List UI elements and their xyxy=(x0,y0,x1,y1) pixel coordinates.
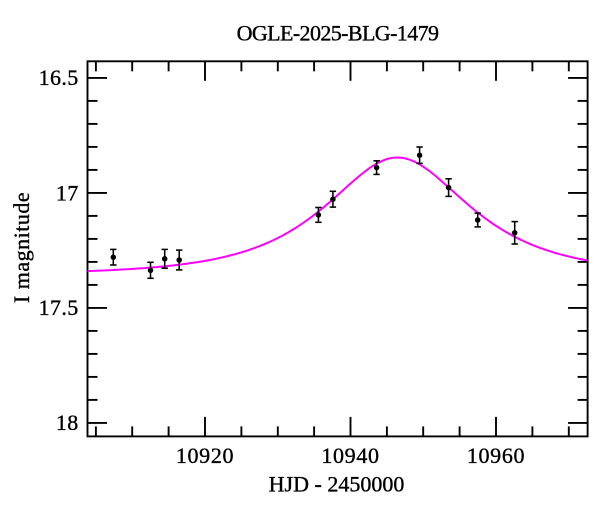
svg-text:10960: 10960 xyxy=(467,443,525,468)
svg-text:HJD - 2450000: HJD - 2450000 xyxy=(269,472,405,497)
svg-text:17: 17 xyxy=(56,180,79,205)
svg-text:OGLE-2025-BLG-1479: OGLE-2025-BLG-1479 xyxy=(237,21,439,46)
svg-text:I magnitude: I magnitude xyxy=(9,192,34,303)
svg-text:10940: 10940 xyxy=(321,443,379,468)
svg-text:17.5: 17.5 xyxy=(39,295,79,320)
svg-text:10920: 10920 xyxy=(176,443,234,468)
svg-text:16.5: 16.5 xyxy=(39,65,79,90)
svg-text:18: 18 xyxy=(56,410,79,435)
